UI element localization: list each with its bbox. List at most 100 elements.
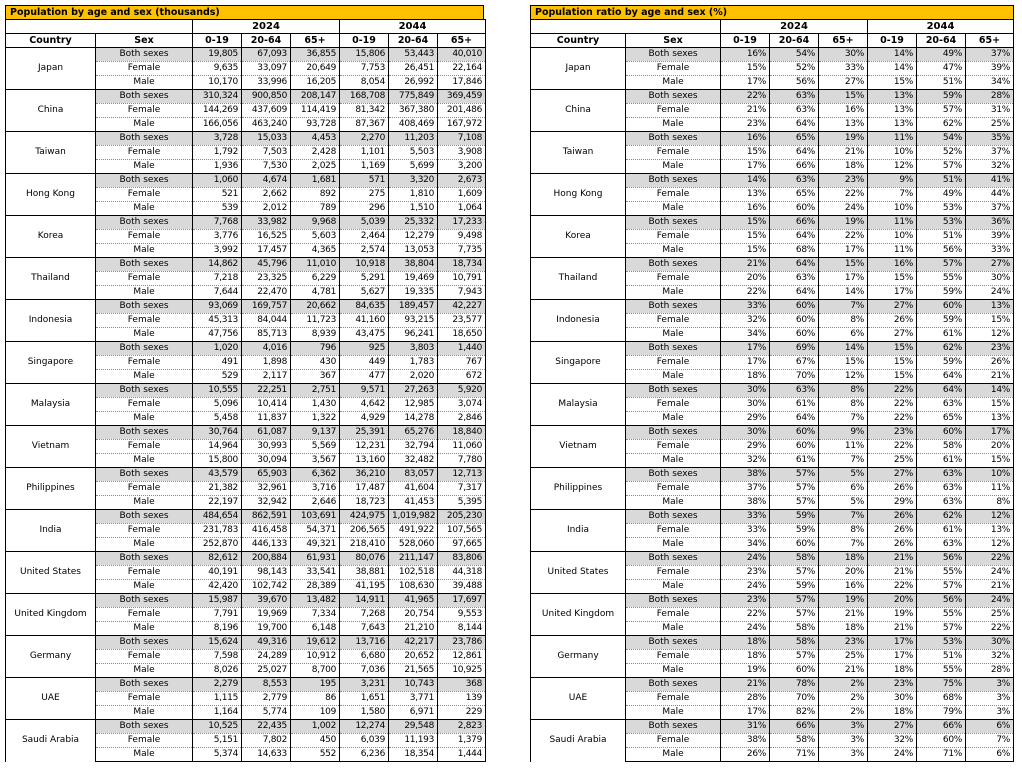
sex-cell: Male (95, 579, 193, 594)
column-header: 0-19 (339, 33, 390, 48)
year-header: 2024 (719, 19, 869, 34)
value-cell: 2,574 (339, 243, 390, 258)
value-cell: 61% (916, 327, 967, 342)
value-cell: 20,662 (289, 299, 341, 314)
value-cell: 23% (965, 341, 1015, 356)
value-cell: 1,609 (437, 187, 487, 202)
value-cell: 8% (817, 383, 869, 398)
value-cell: 14% (867, 47, 918, 62)
value-cell: 44,318 (437, 565, 487, 580)
value-cell: 55% (916, 565, 967, 580)
year-header: 2044 (339, 19, 487, 34)
value-cell: 7,036 (339, 663, 390, 678)
country-cell: Malaysia (530, 383, 626, 426)
country-cell: Thailand (530, 257, 626, 300)
value-cell: 54% (916, 131, 967, 146)
value-cell: 229 (437, 705, 487, 720)
sex-cell: Male (625, 327, 721, 342)
value-cell: 60% (916, 733, 967, 748)
value-cell: 369,459 (437, 89, 487, 104)
value-cell: 26,451 (388, 61, 439, 76)
value-cell: 3,908 (437, 145, 487, 160)
value-cell: 416,458 (241, 523, 291, 538)
value-cell: 5,699 (388, 159, 439, 174)
value-cell: 26% (867, 313, 918, 328)
value-cell: 32% (965, 159, 1015, 174)
value-cell: 10,918 (339, 257, 390, 272)
value-cell: 96,241 (388, 327, 439, 342)
value-cell: 41% (965, 173, 1015, 188)
sex-cell: Female (95, 103, 193, 118)
value-cell: 218,410 (339, 537, 390, 552)
value-cell: 45,796 (241, 257, 291, 272)
value-cell: 1,936 (192, 159, 242, 174)
value-cell: 11% (867, 215, 918, 230)
value-cell: 22% (720, 285, 770, 300)
value-cell: 17% (720, 159, 770, 174)
value-cell: 552 (289, 747, 341, 762)
value-cell: 7,943 (437, 285, 487, 300)
sex-cell: Female (625, 229, 721, 244)
table-row: Female 521 2,662 892 275 1,810 1,609 (6, 187, 487, 202)
value-cell: 3,728 (192, 131, 242, 146)
value-cell: 33,982 (241, 215, 291, 230)
table-row: India Both sexes 33% 59% 7% 26% 62% 12% (530, 509, 1015, 552)
value-cell: 15% (965, 453, 1015, 468)
value-cell: 14,911 (339, 593, 390, 608)
value-cell: 450 (289, 733, 341, 748)
value-cell: 37% (965, 47, 1015, 62)
value-cell: 67,093 (241, 47, 291, 62)
value-cell: 33% (965, 243, 1015, 258)
value-cell: 24% (867, 747, 918, 762)
value-cell: 5,569 (289, 439, 341, 454)
value-cell: 17% (867, 285, 918, 300)
value-cell: 449 (339, 355, 390, 370)
value-cell: 10,170 (192, 75, 242, 90)
value-cell: 2% (817, 691, 869, 706)
value-cell: 27% (817, 75, 869, 90)
value-cell: 22% (817, 187, 869, 202)
value-cell: 17% (720, 341, 770, 356)
value-cell: 60% (769, 537, 819, 552)
value-cell: 16% (720, 47, 770, 62)
value-cell: 5,458 (192, 411, 242, 426)
value-cell: 9,571 (339, 383, 390, 398)
value-cell: 1,322 (289, 411, 341, 426)
value-cell: 24,289 (241, 649, 291, 664)
value-cell: 2,270 (339, 131, 390, 146)
value-cell: 20% (965, 439, 1015, 454)
sex-cell: Female (95, 397, 193, 412)
sex-cell: Both sexes (95, 173, 193, 188)
table-row: Female 13% 65% 22% 7% 49% 44% (531, 187, 1015, 202)
sex-cell: Both sexes (95, 635, 193, 650)
value-cell: 41,195 (339, 579, 390, 594)
value-cell: 44% (965, 187, 1015, 202)
sex-cell: Female (95, 61, 193, 76)
value-cell: 10,912 (289, 649, 341, 664)
value-cell: 27% (965, 257, 1015, 272)
value-cell: 78% (769, 677, 819, 692)
value-cell: 5,627 (339, 285, 390, 300)
value-cell: 57% (769, 565, 819, 580)
table-row: Korea Both sexes 15% 66% 19% 11% 53% 36% (530, 215, 1015, 258)
sex-cell: Both sexes (95, 215, 193, 230)
value-cell: 9,968 (289, 215, 341, 230)
value-cell: 64% (916, 383, 967, 398)
value-cell: 892 (289, 187, 341, 202)
year-header: 2044 (867, 19, 1015, 34)
sex-cell: Male (625, 621, 721, 636)
value-cell: 20,754 (388, 607, 439, 622)
country-cell: UAE (5, 677, 96, 720)
value-cell: 15% (817, 89, 869, 104)
value-cell: 66% (916, 719, 967, 734)
value-cell: 24% (965, 593, 1015, 608)
value-cell: 4,781 (289, 285, 341, 300)
value-cell: 69% (769, 341, 819, 356)
value-cell: 13% (867, 89, 918, 104)
value-cell: 32,961 (241, 481, 291, 496)
value-cell: 15% (965, 397, 1015, 412)
value-cell: 168,708 (339, 89, 390, 104)
value-cell: 64% (916, 369, 967, 384)
value-cell: 22% (817, 229, 869, 244)
value-cell: 2,751 (289, 383, 341, 398)
